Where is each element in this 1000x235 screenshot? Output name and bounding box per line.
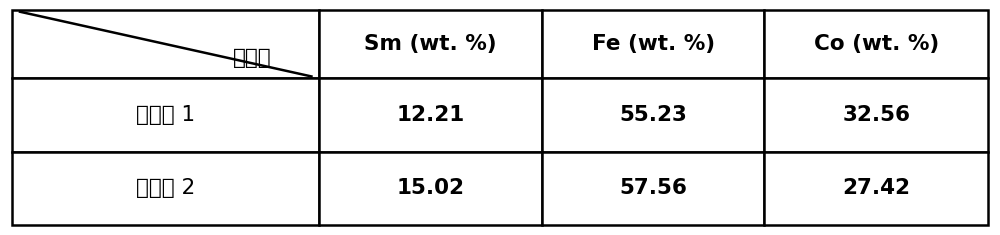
Bar [764, 78, 988, 152]
Text: 15.02: 15.02 [397, 178, 465, 198]
Bar [319, 152, 542, 225]
Bar [12, 152, 319, 225]
Text: 57.56: 57.56 [619, 178, 687, 198]
Text: 32.56: 32.56 [842, 105, 910, 125]
Bar [764, 152, 988, 225]
Text: 55.23: 55.23 [619, 105, 687, 125]
Text: Fe (wt. %): Fe (wt. %) [592, 34, 715, 54]
Bar [542, 78, 764, 152]
Bar [319, 10, 542, 78]
Bar [12, 78, 319, 152]
Text: Sm (wt. %): Sm (wt. %) [364, 34, 497, 54]
Text: 实施例 1: 实施例 1 [136, 105, 195, 125]
Text: 27.42: 27.42 [842, 178, 910, 198]
Text: 电镀液: 电镀液 [232, 48, 271, 68]
Text: 实施例 2: 实施例 2 [136, 178, 195, 198]
Text: 12.21: 12.21 [397, 105, 465, 125]
Bar [542, 152, 764, 225]
Bar [542, 10, 764, 78]
Text: Co (wt. %): Co (wt. %) [814, 34, 939, 54]
Bar [319, 78, 542, 152]
Bar [12, 10, 319, 78]
Bar [764, 10, 988, 78]
